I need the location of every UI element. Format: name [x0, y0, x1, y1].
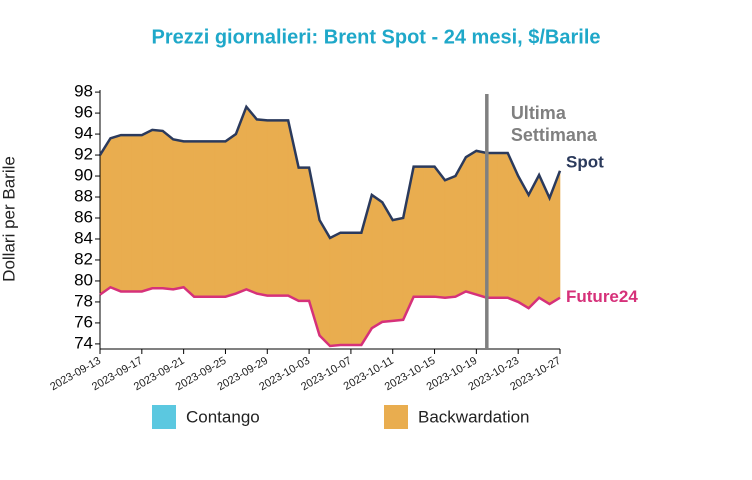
spread-area — [371, 194, 383, 329]
spread-area — [204, 141, 216, 297]
spread-area — [298, 167, 310, 302]
spread-area — [496, 152, 509, 299]
spread-area — [340, 232, 352, 346]
chart-title: Prezzi giornalieri: Brent Spot - 24 mesi… — [151, 26, 600, 48]
y-tick-label: 80 — [74, 270, 93, 289]
spread-area — [172, 138, 184, 290]
y-tick-label: 82 — [74, 249, 93, 268]
spread-area — [528, 174, 540, 309]
spread-area — [162, 130, 174, 290]
y-tick-label: 92 — [74, 145, 93, 164]
spread-area — [214, 141, 226, 297]
spread-area — [110, 134, 122, 292]
spread-area — [246, 105, 258, 294]
spread-area — [277, 120, 289, 296]
spread-area — [141, 129, 153, 292]
series-label: Future24 — [566, 287, 638, 306]
spread-area — [465, 150, 477, 295]
spread-area — [455, 155, 467, 298]
spread-area — [319, 218, 331, 347]
spread-area — [381, 201, 394, 323]
spread-area — [99, 137, 111, 296]
marker-label: Settimana — [511, 125, 598, 145]
legend-swatch — [384, 405, 408, 429]
spread-area — [131, 134, 143, 292]
y-tick-label: 94 — [74, 124, 93, 143]
y-tick-label: 76 — [74, 312, 93, 331]
legend-swatch — [152, 405, 176, 429]
y-tick-label: 96 — [74, 103, 93, 122]
legend-label: Backwardation — [418, 407, 530, 426]
spread-area — [193, 141, 205, 297]
y-tick-label: 84 — [74, 228, 93, 247]
spread-area — [444, 175, 456, 299]
spread-area — [413, 166, 425, 297]
y-tick-label: 78 — [74, 291, 93, 310]
y-tick-label: 86 — [74, 207, 93, 226]
spread-area — [517, 174, 529, 309]
spread-area — [423, 166, 435, 297]
spread-area — [225, 133, 237, 298]
spread-area — [434, 165, 446, 299]
series-label: Spot — [566, 152, 604, 171]
y-tick-label: 74 — [74, 333, 93, 352]
spread-area — [329, 232, 341, 347]
marker-label: Ultima — [511, 103, 567, 123]
spread-area — [120, 134, 132, 292]
y-tick-label: 90 — [74, 166, 93, 185]
y-tick-label: 98 — [74, 82, 93, 101]
spread-area — [183, 141, 195, 298]
y-tick-label: 88 — [74, 187, 93, 206]
spread-area — [235, 106, 247, 294]
y-axis-label: Dollari per Barile — [0, 156, 18, 282]
spread-area — [266, 120, 279, 296]
series-line — [99, 285, 561, 348]
series-line — [98, 104, 562, 240]
spread-area — [350, 232, 362, 346]
legend-label: Contango — [186, 407, 260, 426]
spread-area — [392, 217, 404, 322]
spread-area — [256, 119, 268, 297]
spread-area — [151, 129, 164, 289]
